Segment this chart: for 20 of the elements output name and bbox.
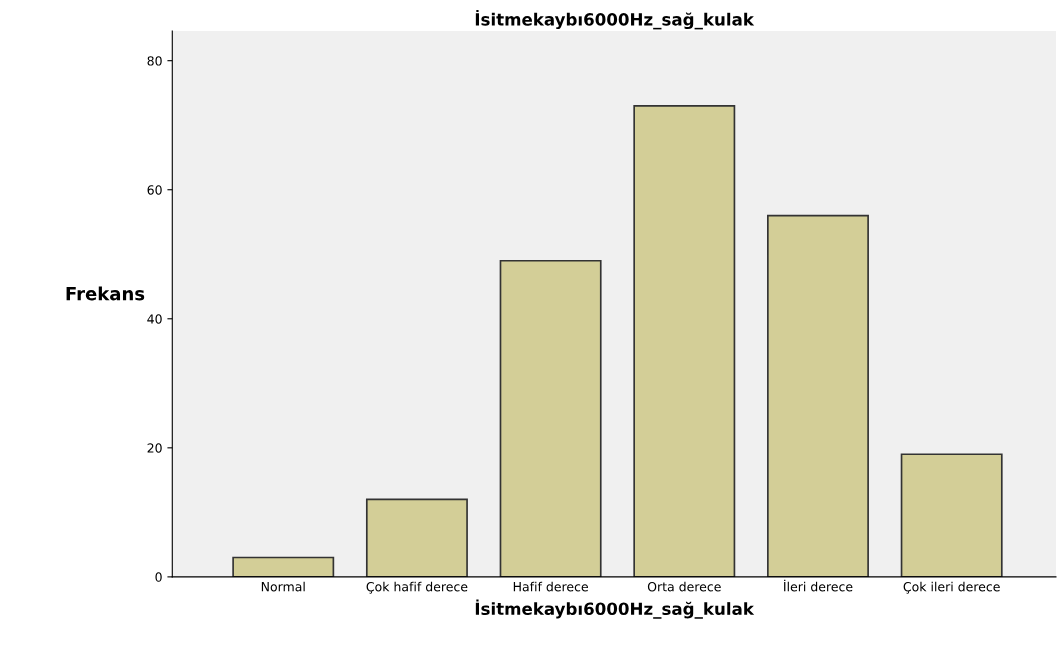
x-tick-label: Çok ileri derece: [903, 581, 1000, 594]
bar: [232, 556, 335, 577]
y-tick-label: 40: [147, 314, 162, 324]
y-tick-label: 0: [155, 572, 162, 582]
x-tick-label: Çok hafif derece: [366, 581, 468, 594]
x-axis-title: İsitmekaybı6000Hz_sağ_kulak: [475, 599, 755, 619]
bar: [767, 214, 869, 577]
x-tick-label: Hafif derece: [513, 581, 588, 592]
bar: [499, 259, 602, 577]
chart-title: İsitmekaybı6000Hz_sağ_kulak: [475, 10, 755, 30]
bar: [633, 105, 736, 577]
bar: [900, 453, 1003, 577]
y-tick-label: 20: [147, 443, 162, 453]
x-tick-label: İleri derece: [784, 579, 853, 592]
y-tick-label: 80: [147, 56, 162, 66]
x-tick-label: Orta derece: [647, 581, 721, 592]
bar: [365, 498, 468, 577]
x-tick-label: Normal: [261, 581, 305, 592]
y-axis-title: Frekans: [66, 286, 145, 301]
y-tick-label: 60: [147, 185, 162, 195]
